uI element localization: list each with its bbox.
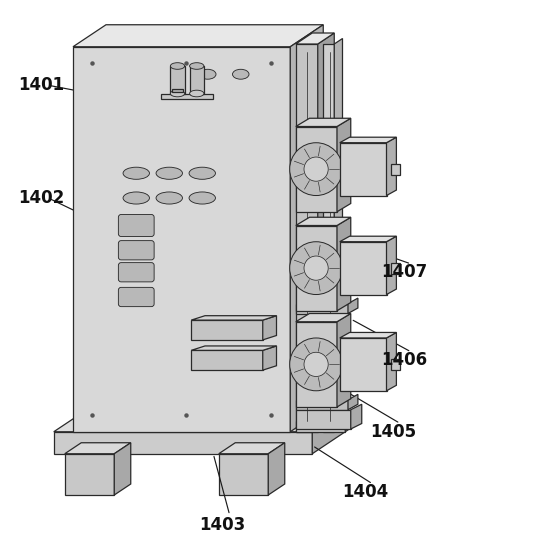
Polygon shape [54, 432, 312, 454]
Polygon shape [348, 394, 358, 410]
Text: 1403: 1403 [200, 516, 246, 534]
Polygon shape [191, 346, 276, 350]
Polygon shape [296, 421, 345, 432]
Circle shape [304, 157, 328, 182]
Circle shape [290, 143, 342, 195]
Polygon shape [318, 33, 334, 432]
FancyBboxPatch shape [118, 240, 154, 260]
Polygon shape [161, 94, 213, 99]
Polygon shape [334, 39, 342, 432]
Circle shape [304, 352, 328, 376]
Polygon shape [337, 217, 351, 311]
Polygon shape [296, 33, 334, 44]
Polygon shape [191, 320, 263, 340]
Polygon shape [324, 44, 334, 432]
Polygon shape [296, 400, 348, 410]
Polygon shape [296, 314, 351, 322]
Text: 1401: 1401 [18, 76, 64, 94]
Ellipse shape [170, 63, 185, 69]
Text: 1404: 1404 [342, 483, 389, 501]
Polygon shape [340, 241, 387, 295]
Polygon shape [351, 404, 362, 429]
Text: 1405: 1405 [370, 423, 416, 441]
Polygon shape [392, 164, 400, 175]
Polygon shape [172, 89, 183, 92]
Ellipse shape [200, 69, 216, 79]
Polygon shape [387, 332, 397, 391]
Polygon shape [73, 25, 324, 47]
Polygon shape [296, 118, 351, 126]
Polygon shape [296, 410, 351, 429]
Ellipse shape [123, 192, 149, 204]
Polygon shape [337, 118, 351, 212]
Ellipse shape [232, 69, 249, 79]
Polygon shape [65, 454, 114, 495]
Circle shape [290, 338, 342, 390]
Polygon shape [348, 298, 358, 314]
Ellipse shape [189, 167, 216, 179]
Polygon shape [296, 304, 348, 313]
Polygon shape [190, 66, 204, 94]
Ellipse shape [190, 90, 204, 97]
Polygon shape [340, 338, 387, 391]
Polygon shape [65, 443, 131, 454]
Polygon shape [296, 126, 337, 212]
Polygon shape [170, 66, 185, 94]
Ellipse shape [156, 192, 182, 204]
Polygon shape [219, 454, 268, 495]
Polygon shape [392, 359, 400, 370]
Polygon shape [191, 316, 276, 320]
FancyBboxPatch shape [118, 287, 154, 307]
Polygon shape [340, 332, 397, 338]
Polygon shape [296, 44, 318, 432]
Text: 1406: 1406 [381, 351, 427, 369]
Text: 1402: 1402 [18, 189, 64, 207]
Polygon shape [392, 263, 400, 274]
Polygon shape [340, 236, 397, 241]
Polygon shape [54, 410, 345, 432]
Polygon shape [387, 236, 397, 295]
Polygon shape [268, 443, 285, 495]
Polygon shape [387, 137, 397, 196]
Circle shape [290, 242, 342, 295]
Polygon shape [73, 47, 290, 432]
Polygon shape [337, 314, 351, 407]
Ellipse shape [190, 63, 204, 69]
Polygon shape [219, 443, 285, 454]
Polygon shape [263, 316, 276, 340]
Polygon shape [290, 25, 324, 432]
Ellipse shape [170, 90, 185, 97]
Polygon shape [296, 226, 337, 311]
Polygon shape [296, 217, 351, 225]
FancyBboxPatch shape [118, 263, 154, 282]
Polygon shape [114, 443, 131, 495]
Polygon shape [340, 137, 397, 142]
Polygon shape [191, 350, 263, 370]
Ellipse shape [189, 192, 216, 204]
Polygon shape [312, 410, 345, 454]
Text: 1407: 1407 [381, 263, 427, 281]
Ellipse shape [156, 167, 182, 179]
Circle shape [304, 256, 328, 280]
Polygon shape [296, 322, 337, 407]
Polygon shape [345, 415, 353, 432]
Polygon shape [263, 346, 276, 370]
Polygon shape [340, 142, 387, 196]
Ellipse shape [123, 167, 149, 179]
FancyBboxPatch shape [118, 214, 154, 236]
